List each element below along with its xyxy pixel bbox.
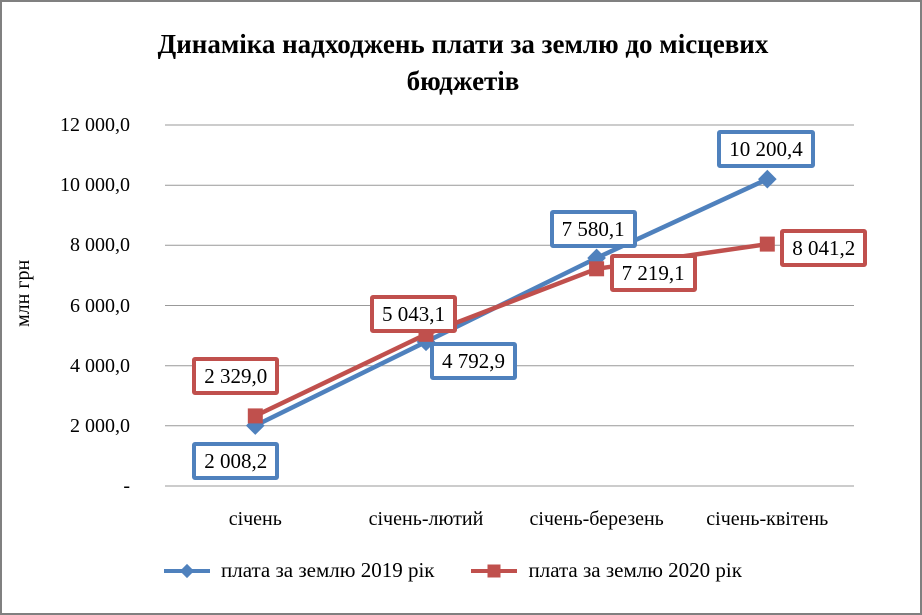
data-label: 2 008,2	[192, 441, 280, 480]
legend-item: плата за землю 2020 рік	[471, 558, 742, 583]
marker-square	[759, 236, 775, 252]
marker-square	[589, 261, 605, 277]
data-label: 2 329,0	[192, 356, 280, 395]
data-label: 5 043,1	[369, 295, 457, 334]
y-tick-label: 8 000,0	[70, 234, 130, 257]
legend-label: плата за землю 2020 рік	[528, 558, 742, 582]
legend-square-marker-icon	[471, 564, 518, 577]
data-label: 4 792,9	[429, 341, 517, 380]
chart-title: Динаміка надходжень плати за землю до мі…	[157, 29, 769, 96]
data-label: 7 219,1	[609, 253, 697, 292]
x-axis-label: січень-лютий	[368, 508, 484, 530]
y-tick-label: 6 000,0	[70, 294, 130, 317]
y-tick-label: 10 000,0	[60, 174, 130, 197]
data-label: 7 580,1	[549, 209, 637, 248]
x-axis-label: січень-квітень	[706, 508, 829, 530]
y-tick-label: 2 000,0	[70, 414, 130, 437]
legend-diamond-marker-icon	[164, 563, 210, 578]
data-label: 10 200,4	[717, 130, 815, 169]
legend-item: плата за землю 2019 рік	[164, 558, 434, 583]
y-tick-label: 12 000,0	[60, 114, 130, 136]
x-axis-label: січень	[228, 508, 282, 530]
y-tick-label: 4 000,0	[70, 354, 130, 377]
x-axis-label: січень-березень	[529, 508, 664, 530]
y-tick-label: -	[123, 475, 130, 497]
marker-square	[247, 408, 263, 424]
legend-label: плата за землю 2019 рік	[221, 558, 435, 582]
legend: плата за землю 2019 рік плата за землю 20…	[164, 558, 742, 583]
data-label: 8 041,2	[780, 229, 868, 268]
